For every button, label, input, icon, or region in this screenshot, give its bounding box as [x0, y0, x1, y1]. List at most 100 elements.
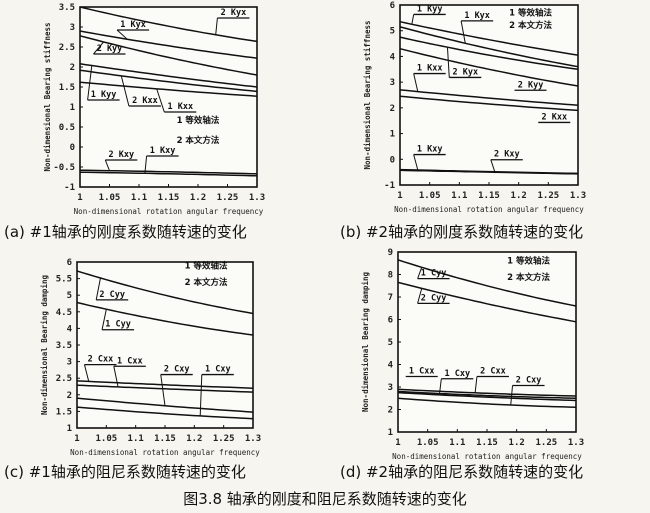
y-tick-label: 6 [67, 258, 72, 268]
series-annotation: 1 Kyx [464, 11, 490, 21]
y-tick-label: 1 [67, 424, 72, 434]
y-tick-label: -0.5 [53, 163, 75, 173]
plot-frame [399, 4, 579, 186]
x-tick-label: 1.05 [99, 193, 121, 203]
y-tick-label: 3.5 [59, 3, 75, 13]
series-line-1-kyx [79, 30, 258, 59]
legend-entry: 2 本文方法 [509, 20, 552, 31]
y-tick-label: 2 [70, 63, 75, 73]
series-annotation: 2 Kyx [221, 8, 247, 18]
annotation-leader [439, 378, 442, 394]
y-axis-label: Non-dimensional Bearing damping [361, 272, 370, 412]
x-tick-label: 1 [77, 193, 82, 203]
series-annotation: 2 Cyy [99, 290, 125, 300]
annotation-leader [116, 29, 128, 40]
annotation-leader [510, 385, 514, 406]
series-line-1-kyy [79, 63, 258, 88]
x-tick-label: 1.2 [511, 191, 527, 201]
annotation-leader [474, 376, 478, 393]
series-annotation: 2 Kxx [132, 96, 158, 106]
x-tick-label: 1.15 [154, 434, 176, 444]
series-line-2-kyy [79, 35, 258, 76]
plot-frame [397, 251, 577, 433]
y-tick-label: 1 [390, 130, 395, 140]
series-annotation: 1 Kxx [168, 102, 194, 112]
y-tick-label: 0.5 [59, 123, 75, 133]
series-annotation: 2 Kxy [494, 150, 520, 160]
y-tick-label: 1 [388, 428, 393, 438]
y-tick-label: 1.5 [56, 407, 72, 417]
series-line-1-kxy [79, 171, 258, 177]
y-tick-label: 2 [67, 391, 72, 401]
x-axis-label: Non-dimensional rotation angular frequen… [70, 448, 260, 457]
caption-d: (d) #2轴承的阻尼系数随转速的变化 [340, 463, 584, 481]
series-line-2-kxy [79, 169, 258, 175]
legend-entry: 2 本文方法 [185, 277, 228, 288]
x-axis-label: Non-dimensional rotation angular frequen… [394, 205, 584, 214]
x-tick-label: 1.15 [478, 191, 500, 201]
x-tick-label: 1.3 [245, 434, 261, 444]
series-line-2-cyy [397, 281, 577, 323]
series-annotation: 1 Cyy [421, 269, 447, 279]
series-annotation: 1 Kxy [150, 146, 176, 156]
series-line-1-kyy [399, 20, 579, 56]
chart-a: -1 -0.5 0 0.5 1 1.5 2 2.5 3 3.5 1 1.05 1.1 1.15 1.2 1.2… [43, 3, 265, 216]
series-annotation: 1 Kyy [91, 90, 117, 100]
y-tick-label: 4 [388, 361, 394, 371]
x-axis-label: Non-dimensional rotation angular frequen… [74, 207, 264, 216]
y-tick-label: 2 [390, 104, 395, 114]
legend-entry: 2 本文方法 [177, 135, 220, 146]
x-tick-label: 1.3 [570, 191, 586, 201]
annotation-leader [101, 309, 107, 330]
series-line-2-cxx [76, 380, 254, 389]
y-tick-label: 1.5 [59, 83, 75, 93]
series-line-2-cxx [397, 388, 577, 397]
series-line-2-kyx [399, 36, 579, 71]
x-tick-label: 1.3 [249, 193, 265, 203]
x-axis-label: Non-dimensional rotation angular frequen… [392, 452, 582, 461]
series-annotation: 2 Kyx [452, 67, 478, 77]
series-annotation: 2 Cxy [516, 376, 542, 386]
series-annotation: 1 Kyx [120, 20, 146, 30]
series-line-1-cxy [76, 406, 254, 420]
annotation-leader [413, 154, 419, 171]
y-tick-label: -1 [384, 181, 395, 191]
series-line-2-cyy [76, 270, 254, 315]
y-tick-label: 9 [388, 248, 393, 258]
caption-a: (a) #1轴承的刚度系数随转速的变化 [4, 223, 247, 241]
legend-entry: 1 等效轴法 [185, 261, 228, 272]
series-annotation: 2 Kyy [97, 44, 123, 54]
x-tick-label: 1.15 [476, 438, 498, 448]
x-tick-label: 1.15 [158, 193, 180, 203]
annotation-leader [104, 159, 110, 171]
y-tick-label: 8 [388, 271, 393, 281]
y-tick-label: -1 [64, 183, 75, 193]
annotation-leader [411, 14, 415, 25]
series-line-1-kxx [399, 89, 579, 107]
series-annotation: 1 Cxy [205, 365, 231, 375]
annotation-leader [95, 277, 101, 300]
annotation-leader [417, 288, 423, 304]
annotation-leader [93, 41, 104, 55]
x-tick-label: 1.1 [449, 438, 465, 448]
y-axis-label: Non-dimensional Bearing stiffness [43, 22, 52, 171]
series-line-2-cxy [76, 397, 254, 413]
x-tick-label: 1.2 [509, 438, 525, 448]
y-tick-label: 0 [70, 143, 75, 153]
series-line-1-cxy [397, 390, 577, 400]
figure-title: 图3.8 轴承的刚度和阻尼系数随转速的变化 [183, 490, 467, 508]
x-tick-label: 1.25 [535, 438, 557, 448]
y-tick-label: 3 [67, 358, 72, 368]
x-tick-label: 1 [397, 191, 402, 201]
y-tick-label: 6 [388, 316, 393, 326]
caption-b: (b) #2轴承的刚度系数随转速的变化 [340, 223, 584, 241]
y-tick-label: 4.5 [56, 308, 72, 318]
annotation-leader [199, 374, 203, 416]
y-tick-label: 7 [388, 293, 393, 303]
x-tick-label: 1.05 [417, 438, 439, 448]
series-annotation: 2 Kxy [109, 150, 135, 160]
x-tick-label: 1.1 [131, 193, 147, 203]
series-line-1-cxx [76, 384, 254, 393]
x-tick-label: 1.2 [186, 434, 202, 444]
